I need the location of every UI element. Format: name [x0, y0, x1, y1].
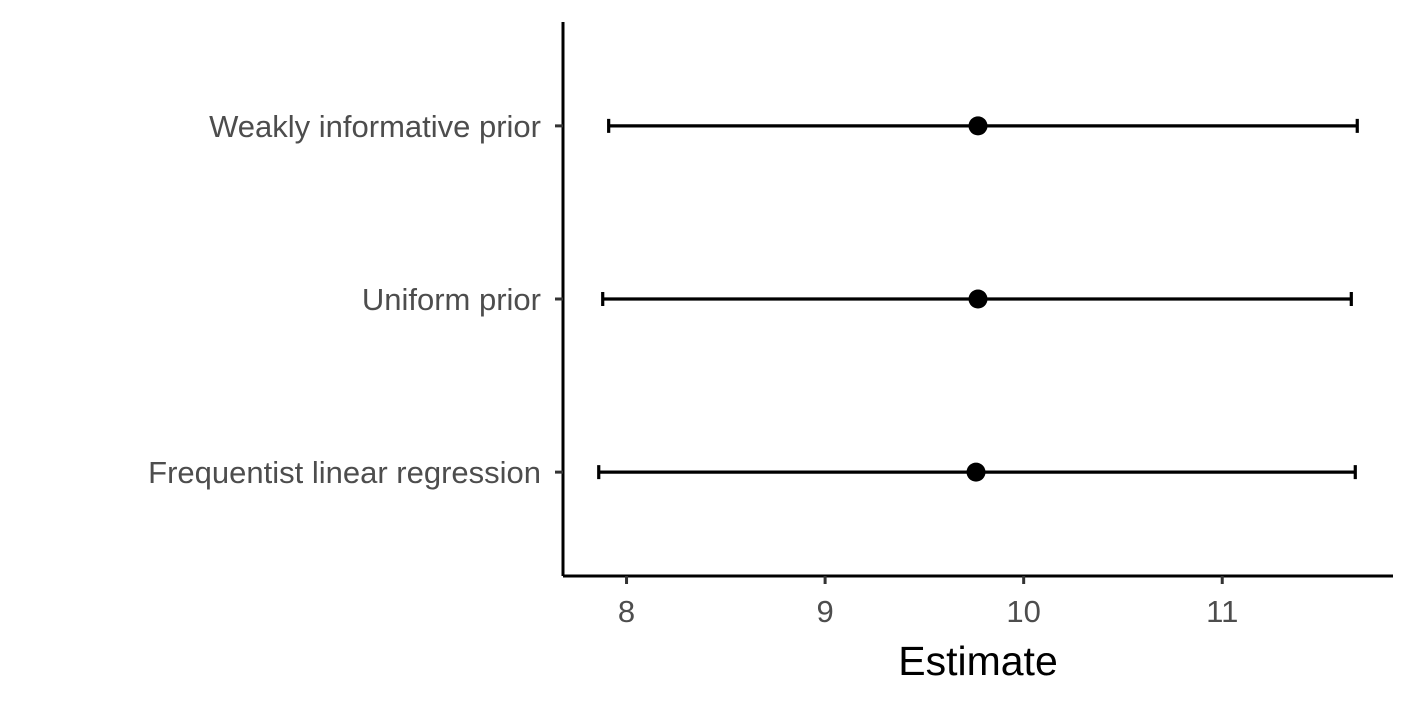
y-tick-label: Uniform prior [362, 282, 541, 317]
x-tick-label: 10 [1006, 594, 1040, 629]
point-range [597, 462, 1357, 482]
y-tick-label: Frequentist linear regression [148, 455, 541, 490]
x-axis-title: Estimate [898, 638, 1058, 684]
point-range [601, 289, 1353, 309]
x-axis-ticks: 8 9 10 11 [618, 576, 1238, 629]
y-tick-label: Weakly informative prior [209, 109, 541, 144]
estimate-point [968, 289, 988, 309]
y-axis-ticks: Frequentist linear regression Uniform pri… [148, 109, 563, 490]
chart-marks [597, 116, 1359, 482]
estimate-point [968, 116, 988, 136]
estimate-point [966, 462, 986, 482]
x-tick-label: 9 [816, 594, 833, 629]
point-range [607, 116, 1359, 136]
x-tick-label: 11 [1206, 594, 1238, 629]
x-tick-label: 8 [618, 594, 635, 629]
